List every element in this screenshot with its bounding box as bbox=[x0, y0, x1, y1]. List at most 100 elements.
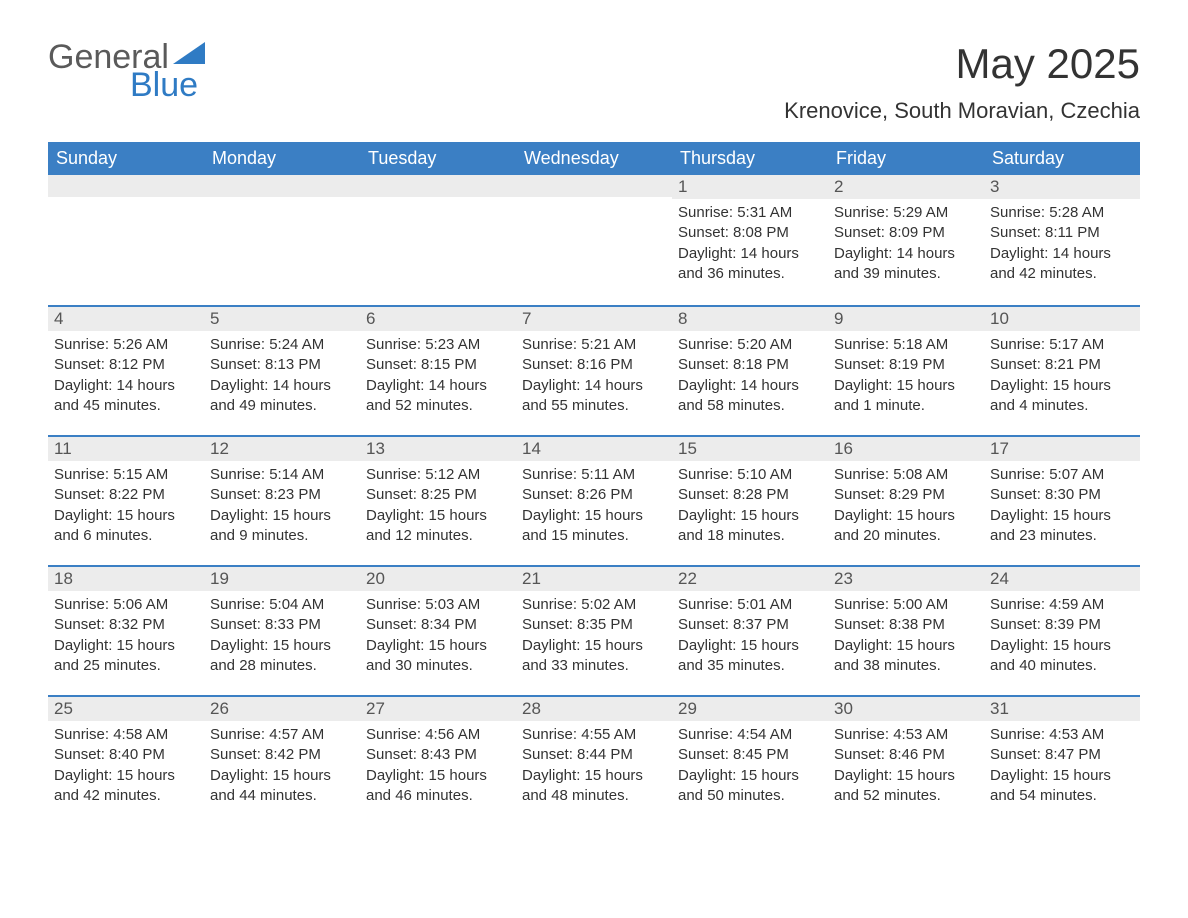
daylight-value-1: 15 hours bbox=[273, 507, 331, 524]
sunset-value: 8:45 PM bbox=[733, 746, 789, 763]
sunset-label: Sunset: bbox=[366, 356, 417, 373]
daylight-line1: Daylight: 14 hours bbox=[834, 244, 978, 264]
weekday-header: Thursday bbox=[672, 142, 828, 175]
sunrise-value: 5:12 AM bbox=[425, 466, 480, 483]
calendar-day-cell: 20Sunrise: 5:03 AMSunset: 8:34 PMDayligh… bbox=[360, 565, 516, 695]
calendar-day-cell: 13Sunrise: 5:12 AMSunset: 8:25 PMDayligh… bbox=[360, 435, 516, 565]
daylight-line2: and 28 minutes. bbox=[210, 656, 354, 676]
day-number-bar: 18 bbox=[48, 565, 204, 591]
daylight-label: Daylight: bbox=[990, 637, 1048, 654]
calendar-week-row: 11Sunrise: 5:15 AMSunset: 8:22 PMDayligh… bbox=[48, 435, 1140, 565]
daylight-value-1: 15 hours bbox=[1053, 767, 1111, 784]
daylight-value-1: 15 hours bbox=[897, 767, 955, 784]
sunset-label: Sunset: bbox=[54, 486, 105, 503]
sunrise-value: 5:29 AM bbox=[893, 204, 948, 221]
sunrise-label: Sunrise: bbox=[678, 596, 733, 613]
sunrise-label: Sunrise: bbox=[990, 466, 1045, 483]
calendar-day-cell: 9Sunrise: 5:18 AMSunset: 8:19 PMDaylight… bbox=[828, 305, 984, 435]
sunset-line: Sunset: 8:12 PM bbox=[54, 355, 198, 375]
daylight-value-1: 14 hours bbox=[117, 377, 175, 394]
sunset-line: Sunset: 8:39 PM bbox=[990, 615, 1134, 635]
sunset-label: Sunset: bbox=[366, 486, 417, 503]
day-body: Sunrise: 5:12 AMSunset: 8:25 PMDaylight:… bbox=[360, 461, 516, 552]
sunrise-label: Sunrise: bbox=[834, 336, 889, 353]
sunrise-value: 5:20 AM bbox=[737, 336, 792, 353]
daylight-line2: and 52 minutes. bbox=[366, 396, 510, 416]
day-body: Sunrise: 5:23 AMSunset: 8:15 PMDaylight:… bbox=[360, 331, 516, 422]
sunrise-line: Sunrise: 5:10 AM bbox=[678, 465, 822, 485]
sunrise-label: Sunrise: bbox=[990, 204, 1045, 221]
calendar-week-row: 25Sunrise: 4:58 AMSunset: 8:40 PMDayligh… bbox=[48, 695, 1140, 825]
daylight-line1: Daylight: 15 hours bbox=[990, 766, 1134, 786]
daylight-label: Daylight: bbox=[210, 377, 268, 394]
logo-triangle-icon bbox=[173, 42, 205, 68]
daylight-label: Daylight: bbox=[990, 507, 1048, 524]
day-number-bar: 17 bbox=[984, 435, 1140, 461]
calendar-day-cell: 18Sunrise: 5:06 AMSunset: 8:32 PMDayligh… bbox=[48, 565, 204, 695]
sunrise-line: Sunrise: 4:56 AM bbox=[366, 725, 510, 745]
sunrise-value: 5:28 AM bbox=[1049, 204, 1104, 221]
sunrise-label: Sunrise: bbox=[210, 726, 265, 743]
day-number-bar: 14 bbox=[516, 435, 672, 461]
day-body: Sunrise: 5:15 AMSunset: 8:22 PMDaylight:… bbox=[48, 461, 204, 552]
daylight-line2: and 40 minutes. bbox=[990, 656, 1134, 676]
sunset-value: 8:09 PM bbox=[889, 224, 945, 241]
sunrise-label: Sunrise: bbox=[366, 466, 421, 483]
daylight-line1: Daylight: 15 hours bbox=[522, 636, 666, 656]
daylight-label: Daylight: bbox=[54, 377, 112, 394]
day-body: Sunrise: 4:58 AMSunset: 8:40 PMDaylight:… bbox=[48, 721, 204, 812]
calendar-table: SundayMondayTuesdayWednesdayThursdayFrid… bbox=[48, 142, 1140, 825]
sunrise-line: Sunrise: 5:23 AM bbox=[366, 335, 510, 355]
calendar-day-cell: 14Sunrise: 5:11 AMSunset: 8:26 PMDayligh… bbox=[516, 435, 672, 565]
day-number-bar: 19 bbox=[204, 565, 360, 591]
daylight-line1: Daylight: 15 hours bbox=[210, 636, 354, 656]
sunset-line: Sunset: 8:37 PM bbox=[678, 615, 822, 635]
daylight-label: Daylight: bbox=[54, 637, 112, 654]
daylight-value-1: 15 hours bbox=[741, 767, 799, 784]
weekday-header: Wednesday bbox=[516, 142, 672, 175]
sunset-label: Sunset: bbox=[210, 616, 261, 633]
daylight-value-1: 14 hours bbox=[1053, 245, 1111, 262]
calendar-day-cell: 17Sunrise: 5:07 AMSunset: 8:30 PMDayligh… bbox=[984, 435, 1140, 565]
daylight-label: Daylight: bbox=[834, 245, 892, 262]
calendar-day-cell: 21Sunrise: 5:02 AMSunset: 8:35 PMDayligh… bbox=[516, 565, 672, 695]
sunset-line: Sunset: 8:35 PM bbox=[522, 615, 666, 635]
day-body: Sunrise: 5:29 AMSunset: 8:09 PMDaylight:… bbox=[828, 199, 984, 290]
sunset-label: Sunset: bbox=[366, 746, 417, 763]
day-number-bar: 22 bbox=[672, 565, 828, 591]
header: General Blue May 2025 Krenovice, South M… bbox=[48, 40, 1140, 124]
daylight-value-1: 15 hours bbox=[429, 767, 487, 784]
sunrise-line: Sunrise: 5:04 AM bbox=[210, 595, 354, 615]
daylight-line1: Daylight: 15 hours bbox=[522, 766, 666, 786]
calendar-day-cell: 2Sunrise: 5:29 AMSunset: 8:09 PMDaylight… bbox=[828, 175, 984, 305]
calendar-week-row: 18Sunrise: 5:06 AMSunset: 8:32 PMDayligh… bbox=[48, 565, 1140, 695]
weekday-header: Sunday bbox=[48, 142, 204, 175]
daylight-value-1: 15 hours bbox=[1053, 637, 1111, 654]
sunset-label: Sunset: bbox=[834, 356, 885, 373]
calendar-thead: SundayMondayTuesdayWednesdayThursdayFrid… bbox=[48, 142, 1140, 175]
day-number-bar: 28 bbox=[516, 695, 672, 721]
sunrise-label: Sunrise: bbox=[678, 466, 733, 483]
day-number-bar: 6 bbox=[360, 305, 516, 331]
daylight-label: Daylight: bbox=[366, 507, 424, 524]
daylight-value-1: 15 hours bbox=[897, 377, 955, 394]
daylight-line1: Daylight: 14 hours bbox=[522, 376, 666, 396]
sunset-line: Sunset: 8:42 PM bbox=[210, 745, 354, 765]
sunset-line: Sunset: 8:38 PM bbox=[834, 615, 978, 635]
daylight-label: Daylight: bbox=[834, 377, 892, 394]
daylight-label: Daylight: bbox=[990, 245, 1048, 262]
day-number-bar: 4 bbox=[48, 305, 204, 331]
day-number-bar: 2 bbox=[828, 175, 984, 199]
daylight-line1: Daylight: 15 hours bbox=[54, 636, 198, 656]
sunset-label: Sunset: bbox=[834, 746, 885, 763]
month-title: May 2025 bbox=[784, 40, 1140, 88]
sunset-line: Sunset: 8:46 PM bbox=[834, 745, 978, 765]
sunrise-line: Sunrise: 5:28 AM bbox=[990, 203, 1134, 223]
day-body: Sunrise: 5:28 AMSunset: 8:11 PMDaylight:… bbox=[984, 199, 1140, 290]
sunset-value: 8:34 PM bbox=[421, 616, 477, 633]
daylight-value-1: 15 hours bbox=[117, 637, 175, 654]
sunrise-line: Sunrise: 5:15 AM bbox=[54, 465, 198, 485]
day-body: Sunrise: 4:56 AMSunset: 8:43 PMDaylight:… bbox=[360, 721, 516, 812]
daylight-line1: Daylight: 14 hours bbox=[210, 376, 354, 396]
daylight-line1: Daylight: 14 hours bbox=[678, 244, 822, 264]
